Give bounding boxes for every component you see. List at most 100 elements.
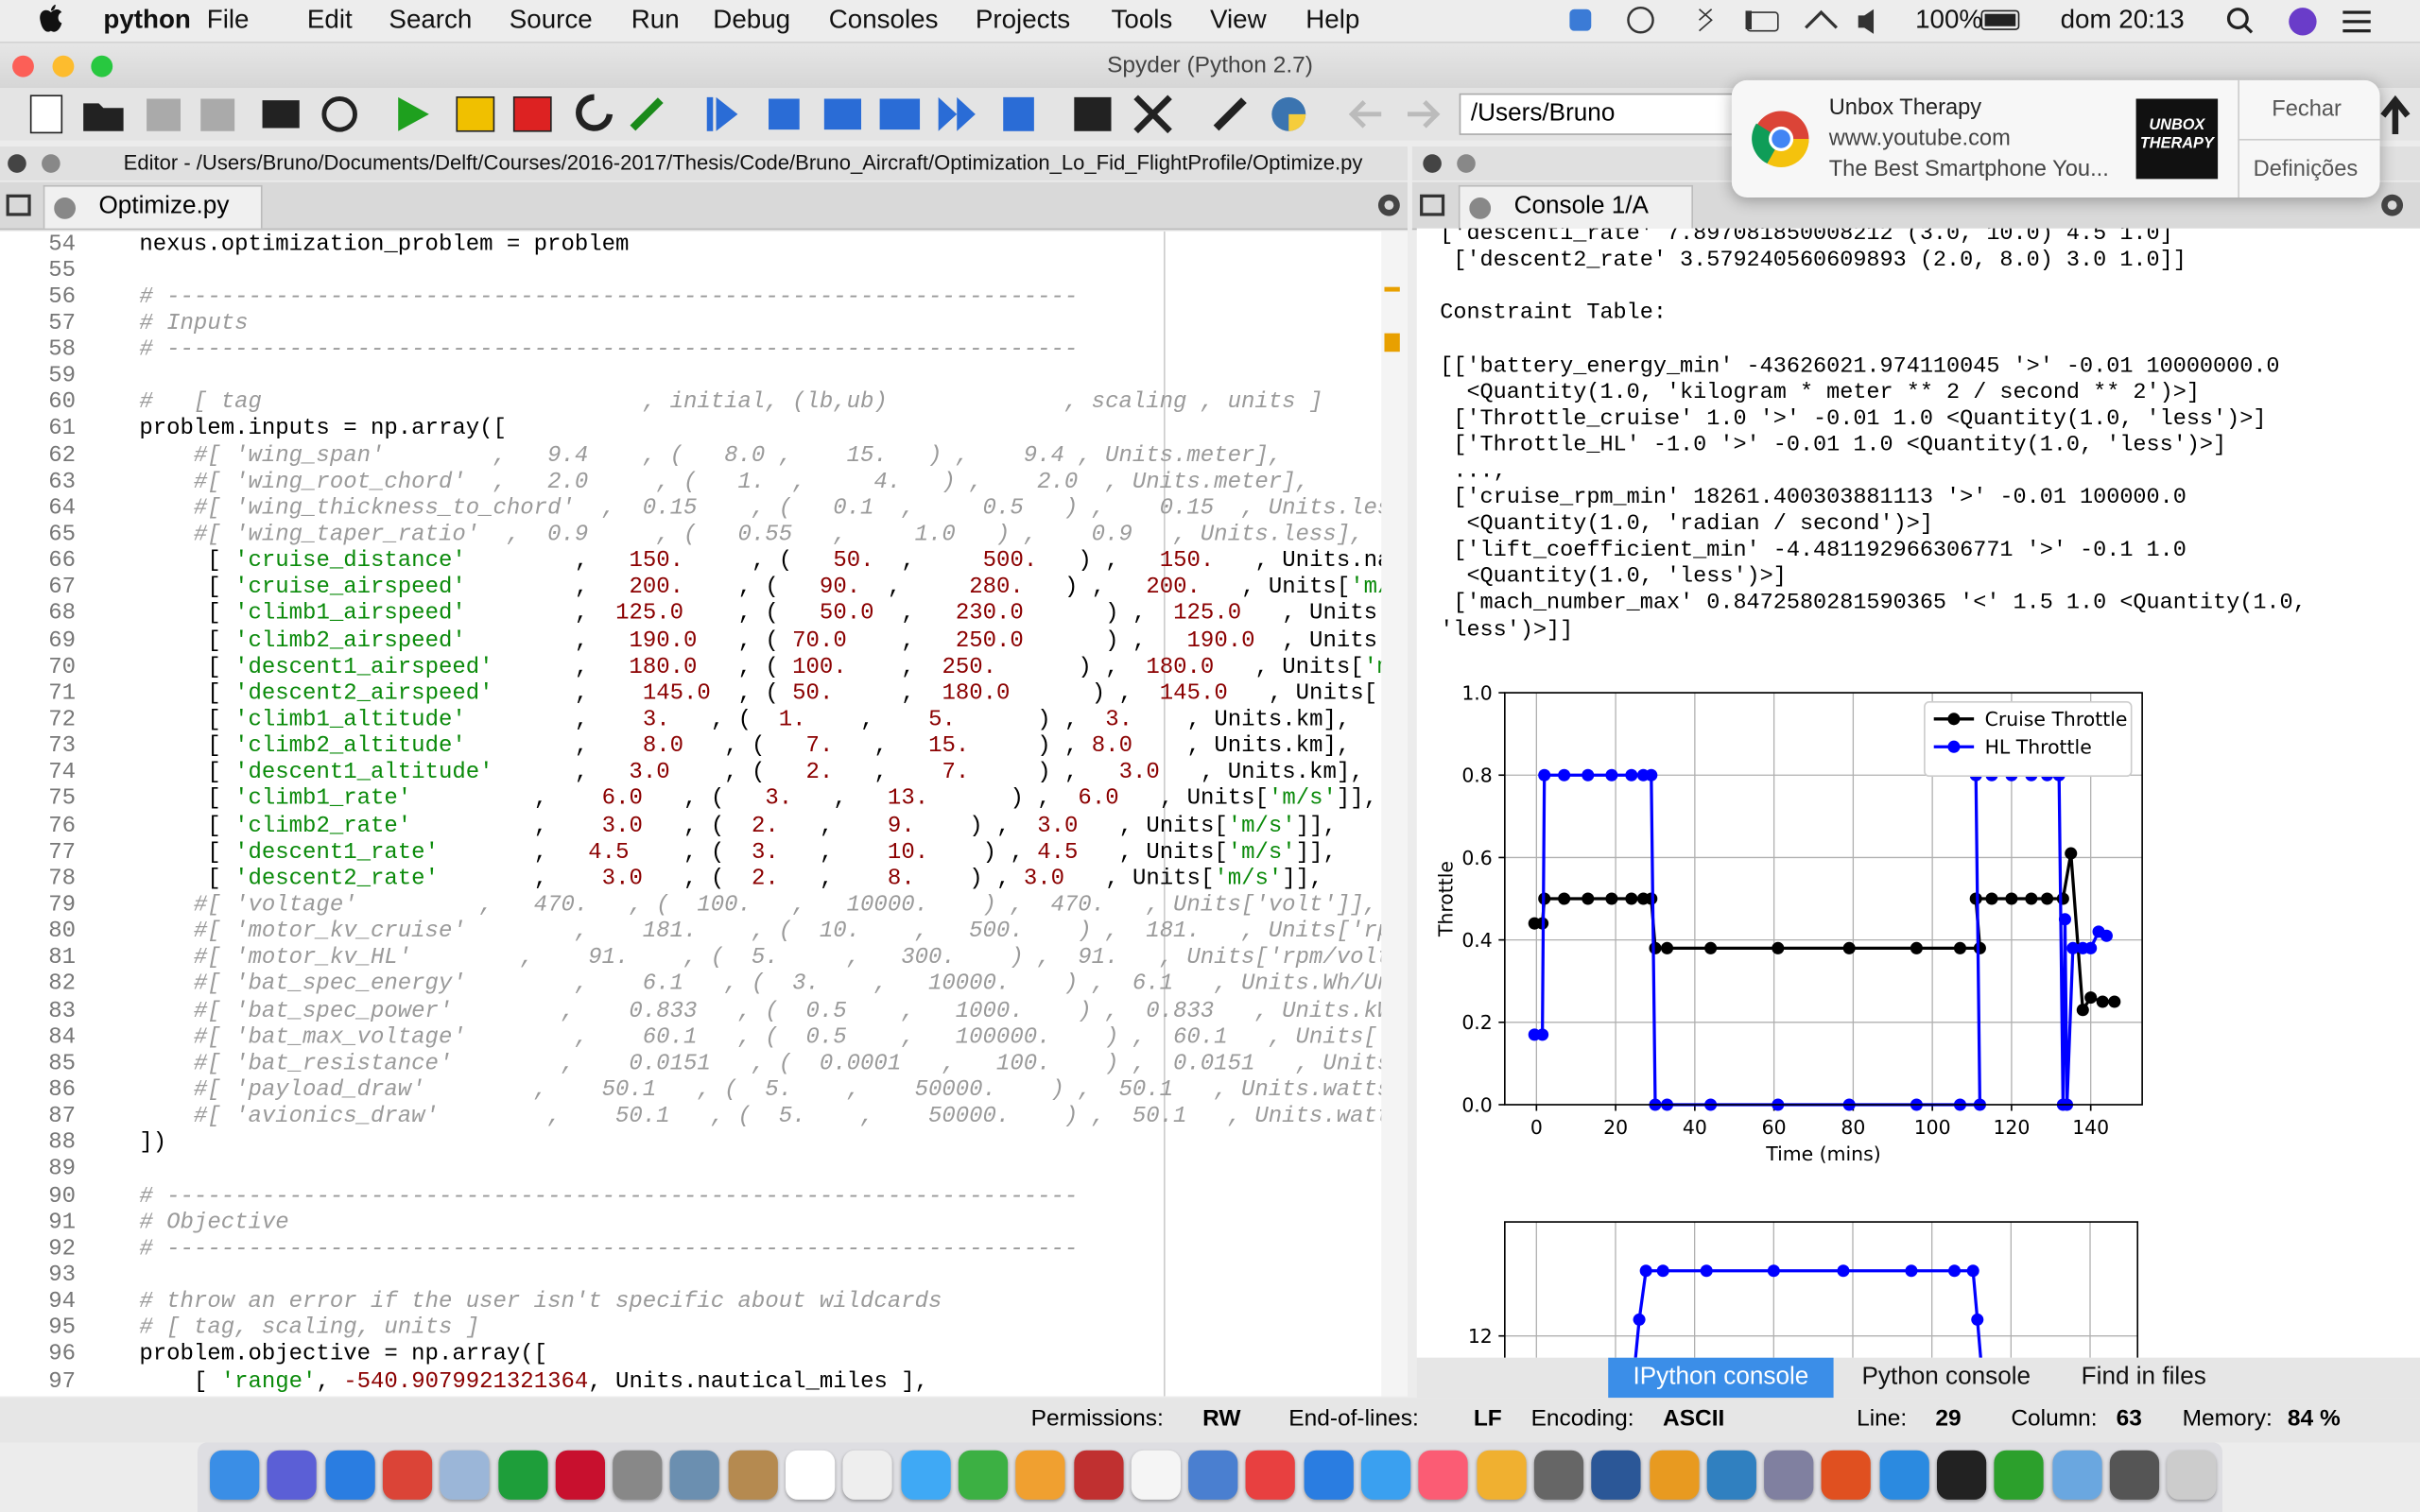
apple-icon[interactable] xyxy=(37,4,64,36)
menu-item[interactable]: Consoles xyxy=(828,4,939,34)
notification[interactable]: Unbox Therapy www.youtube.com The Best S… xyxy=(1731,79,2380,198)
dock-icon[interactable] xyxy=(555,1450,605,1500)
dock-icon[interactable] xyxy=(1764,1450,1814,1500)
dock-icon[interactable] xyxy=(1936,1450,1987,1500)
code-line: #[ 'voltage' , 470. , ( 100. , 10000. ) … xyxy=(85,893,1381,918)
menu-item[interactable]: Debug xyxy=(713,4,791,34)
menu-item[interactable]: Source xyxy=(509,4,593,34)
console-tab[interactable]: Console 1/A xyxy=(1458,184,1694,229)
menu-item[interactable]: File xyxy=(206,4,250,34)
dock-icon[interactable] xyxy=(267,1450,318,1500)
app-menu[interactable]: python xyxy=(103,4,191,34)
tab-close[interactable] xyxy=(1469,197,1492,219)
line-number: 75 xyxy=(48,787,76,813)
tab-close[interactable] xyxy=(54,197,76,219)
dock-icon[interactable] xyxy=(1131,1450,1181,1500)
dock-icon[interactable] xyxy=(1476,1450,1527,1500)
data-point xyxy=(1985,892,1998,905)
options-gear[interactable] xyxy=(2377,190,2408,221)
scrollbar[interactable] xyxy=(1381,231,1408,1397)
dock-icon[interactable] xyxy=(324,1450,375,1500)
bottom-tab[interactable]: IPython console xyxy=(1608,1357,1834,1399)
data-point xyxy=(2005,892,2018,905)
line-number: 95 xyxy=(48,1316,76,1342)
menu-item[interactable]: Tools xyxy=(1111,4,1173,34)
x-tick-label: 120 xyxy=(1993,1116,2030,1139)
dock-icon[interactable] xyxy=(2051,1450,2102,1500)
clock[interactable]: dom 20:13 xyxy=(2060,4,2185,34)
dock-icon[interactable] xyxy=(958,1450,1008,1500)
menu-item[interactable]: Projects xyxy=(975,4,1071,34)
dock-icon[interactable] xyxy=(1073,1450,1123,1500)
line-number: 83 xyxy=(48,999,76,1024)
line-number: 72 xyxy=(48,708,76,733)
dock-icon[interactable] xyxy=(728,1450,778,1500)
line-number: 74 xyxy=(48,761,76,786)
dock-icon[interactable] xyxy=(1994,1450,2045,1500)
close-button[interactable]: Fechar xyxy=(2272,96,2342,122)
console-line: ['Throttle_HL' -1.0 '>' -0.01 1.0 <Quant… xyxy=(1440,433,2227,458)
dock-icon[interactable] xyxy=(382,1450,432,1500)
bottom-tab[interactable]: Python console xyxy=(1861,1364,2031,1391)
bottom-tab[interactable]: Find in files xyxy=(2081,1364,2206,1391)
dock-icon[interactable] xyxy=(1246,1450,1296,1500)
dock-icon[interactable] xyxy=(1360,1450,1411,1500)
code-token: # Objective xyxy=(139,1211,289,1236)
dock-icon[interactable] xyxy=(1015,1450,1065,1500)
code-token: 3.0 xyxy=(601,814,643,839)
code-line: # Objective xyxy=(85,1211,1381,1235)
code-editor[interactable]: 54 nexus.optimization_problem = problem 5… xyxy=(0,231,1408,1397)
options-gear[interactable] xyxy=(1374,190,1405,221)
browse-tabs[interactable] xyxy=(6,191,38,218)
dock-icon[interactable] xyxy=(670,1450,720,1500)
menu-item[interactable]: View xyxy=(1209,4,1267,34)
dock-icon[interactable] xyxy=(786,1450,836,1500)
pane-buttons[interactable] xyxy=(1422,153,1483,175)
data-point xyxy=(1558,892,1571,905)
y-tick-label: 0.6 xyxy=(1461,847,1492,869)
dock-icon[interactable] xyxy=(1879,1450,1929,1500)
dock-icon[interactable] xyxy=(613,1450,663,1500)
dock-icon[interactable] xyxy=(1706,1450,1756,1500)
menu-item[interactable]: Run xyxy=(631,4,680,34)
data-point xyxy=(1971,1313,1984,1326)
settings-button[interactable]: Definições xyxy=(2253,157,2359,182)
dock-icon[interactable] xyxy=(1418,1450,1469,1500)
dock-icon[interactable] xyxy=(2109,1450,2159,1500)
code-line: # throw an error if the user isn't speci… xyxy=(85,1290,1381,1314)
x-tick-label: 40 xyxy=(1683,1116,1707,1139)
dock-icon[interactable] xyxy=(1188,1450,1238,1500)
line-number: 76 xyxy=(48,814,76,839)
code-token: 280. xyxy=(969,576,1024,601)
working-directory[interactable]: /Users/Bruno xyxy=(1470,100,1616,127)
data-point xyxy=(1953,941,1966,954)
dock-icon[interactable] xyxy=(440,1450,490,1500)
dock-icon[interactable] xyxy=(900,1450,951,1500)
line-number: 85 xyxy=(48,1052,76,1077)
dock-icon[interactable] xyxy=(1304,1450,1354,1500)
legend-marker xyxy=(1947,740,1961,753)
traffic-lights[interactable] xyxy=(9,53,125,80)
editor-tab[interactable]: Optimize.py xyxy=(43,184,263,229)
browse-tabs[interactable] xyxy=(1420,191,1451,218)
data-point xyxy=(1656,1264,1669,1278)
data-point xyxy=(1639,1264,1652,1278)
data-point xyxy=(1582,768,1595,782)
toolbar-icons[interactable] xyxy=(0,88,2420,141)
dock-icon[interactable] xyxy=(1649,1450,1699,1500)
dock-icon[interactable] xyxy=(497,1450,547,1500)
dock-icon[interactable] xyxy=(2167,1450,2217,1500)
pane-buttons[interactable] xyxy=(7,153,68,175)
menu-item[interactable]: Search xyxy=(389,4,473,34)
menu-item[interactable]: Help xyxy=(1305,4,1360,34)
code-token: 150. xyxy=(629,549,684,575)
menu-item[interactable]: Edit xyxy=(306,4,353,34)
status-label: Permissions: xyxy=(1030,1405,1164,1433)
dock-icon[interactable] xyxy=(1822,1450,1872,1500)
dock-icon[interactable] xyxy=(842,1450,893,1500)
code-token: #[ 'wing_taper_ratio' , 0.9 , ( 0.55 , 1… xyxy=(193,523,1364,548)
dock-icon[interactable] xyxy=(1591,1450,1641,1500)
dock-icon[interactable] xyxy=(210,1450,260,1500)
dock-icon[interactable] xyxy=(1533,1450,1583,1500)
